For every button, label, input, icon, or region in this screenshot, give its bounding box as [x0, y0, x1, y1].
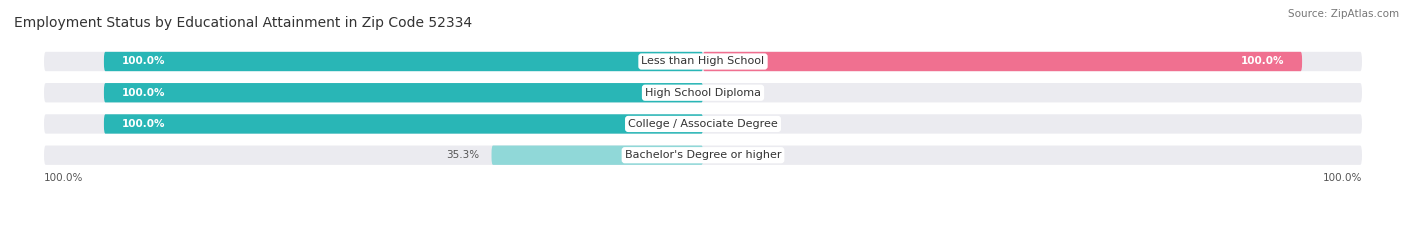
- Text: College / Associate Degree: College / Associate Degree: [628, 119, 778, 129]
- Text: 100.0%: 100.0%: [44, 173, 83, 183]
- Text: 100.0%: 100.0%: [122, 119, 166, 129]
- FancyBboxPatch shape: [44, 83, 1362, 103]
- FancyBboxPatch shape: [104, 83, 703, 103]
- FancyBboxPatch shape: [44, 52, 1362, 71]
- Text: 100.0%: 100.0%: [1240, 56, 1284, 66]
- Text: 0.0%: 0.0%: [721, 119, 747, 129]
- Text: Employment Status by Educational Attainment in Zip Code 52334: Employment Status by Educational Attainm…: [14, 16, 472, 30]
- FancyBboxPatch shape: [44, 146, 1362, 165]
- Text: 0.0%: 0.0%: [721, 150, 747, 160]
- FancyBboxPatch shape: [492, 146, 703, 165]
- FancyBboxPatch shape: [44, 114, 1362, 134]
- FancyBboxPatch shape: [703, 52, 1302, 71]
- FancyBboxPatch shape: [104, 52, 703, 71]
- Text: 100.0%: 100.0%: [122, 88, 166, 98]
- FancyBboxPatch shape: [104, 114, 703, 134]
- Text: 35.3%: 35.3%: [447, 150, 479, 160]
- Text: 100.0%: 100.0%: [122, 56, 166, 66]
- Text: Less than High School: Less than High School: [641, 56, 765, 66]
- Text: Bachelor's Degree or higher: Bachelor's Degree or higher: [624, 150, 782, 160]
- Text: Source: ZipAtlas.com: Source: ZipAtlas.com: [1288, 9, 1399, 19]
- Text: High School Diploma: High School Diploma: [645, 88, 761, 98]
- Text: 0.0%: 0.0%: [721, 88, 747, 98]
- Text: 100.0%: 100.0%: [1323, 173, 1362, 183]
